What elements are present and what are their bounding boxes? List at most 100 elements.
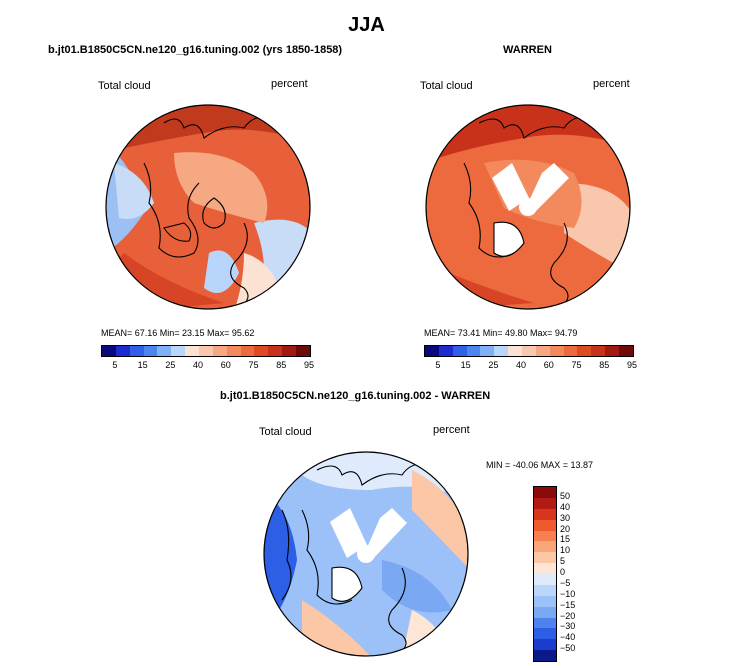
panel2-stats: MEAN= 73.41 Min= 49.80 Max= 94.79 [424,328,578,338]
colorbar-tick-label: 15 [460,360,471,370]
colorbar-swatch [577,346,592,356]
missing-data [366,508,407,560]
colorbar-swatch [534,574,556,585]
colorbar-tick-label: 5 [435,360,441,370]
colorbar-tick-label: −30 [560,621,576,632]
colorbar-swatch [549,346,564,356]
colorbar-tick-label: 30 [560,512,571,523]
colorbar-swatch [466,346,481,356]
map-field [302,600,372,656]
colorbar-tick-label: 10 [560,545,571,556]
colorbar-swatch [619,346,633,356]
colorbar-swatch [452,346,467,356]
map-boundary [425,104,631,310]
coastline [301,509,353,605]
colorbar-swatch [268,346,283,356]
colorbar-swatch [535,346,550,356]
colorbar-tick-label: −40 [560,632,576,643]
colorbar-tick-label: 5 [560,556,566,567]
colorbar-swatch [425,346,439,356]
panel2-title: WARREN [503,44,552,56]
coastline [388,567,407,656]
panel1-units-label: percent [271,78,308,90]
panel1-colorbar [101,345,311,357]
colorbar-swatch [534,497,556,509]
colorbar-tick-label: 0 [560,567,566,577]
coastline [143,162,200,258]
colorbar-swatch [254,346,269,356]
colorbar-swatch [115,346,130,356]
coastline [478,116,595,139]
coastline [163,222,192,242]
colorbar-tick-label: 95 [626,360,638,370]
colorbar-swatch [296,346,310,356]
colorbar-tick-label: 40 [516,360,527,370]
panel3-polar-map [263,451,469,657]
coastline [230,222,249,309]
coastline [163,116,275,139]
panel2-colorbar [424,345,634,357]
panel2-variable-label: Total cloud [420,80,473,92]
map-field [174,152,268,223]
colorbar-swatch [534,541,556,553]
colorbar-tick-label: 60 [543,360,554,370]
colorbar-tick-label: 15 [560,534,571,545]
panel3-colorbar [533,486,557,662]
colorbar-tick-label: 75 [248,360,259,370]
page-title: JJA [348,14,385,36]
coastline [316,463,433,486]
coastline [281,509,292,601]
colorbar-swatch [282,346,297,356]
colorbar-tick-label: 40 [560,501,571,512]
panel1-title: b.jt01.B1850C5CN.ne120_g16.tuning.002 (y… [48,44,343,56]
colorbar-tick-label: 50 [560,490,571,501]
colorbar-swatch [534,617,556,629]
colorbar-tick-label: −15 [560,599,576,610]
colorbar-swatch [185,346,200,356]
colorbar-swatch [534,519,556,531]
missing-data [494,222,524,257]
colorbar-swatch [534,584,556,596]
colorbar-tick-label: 15 [137,360,148,370]
map-boundary [105,104,311,310]
colorbar-swatch [534,530,556,542]
colorbar-swatch [480,346,495,356]
colorbar-swatch [508,346,523,356]
colorbar-tick-label: −5 [560,577,571,588]
map-field [204,250,239,293]
coastline [331,566,363,602]
colorbar-swatch [212,346,227,356]
colorbar-swatch [534,650,556,661]
colorbar-tick-label: −10 [560,588,576,599]
colorbar-tick-label: −20 [560,610,576,621]
colorbar-swatch [534,487,556,498]
colorbar-swatch [534,595,556,607]
colorbar-swatch [438,346,453,356]
missing-data [332,567,362,602]
missing-data [357,545,375,563]
colorbar-tick-label: 60 [220,360,231,370]
colorbar-tick-label: 25 [488,360,499,370]
colorbar-tick-label: 85 [599,360,610,370]
map-field [114,163,154,219]
colorbar-swatch [494,346,509,356]
colorbar-swatch [534,606,556,618]
panel3-title: b.jt01.B1850C5CN.ne120_g16.tuning.002 - … [220,390,491,402]
panel2-polar-map [425,104,631,310]
colorbar-swatch [143,346,158,356]
colorbar-swatch [102,346,116,356]
colorbar-swatch [534,628,556,640]
colorbar-swatch [534,552,556,564]
colorbar-tick-label: 20 [560,523,571,534]
missing-data [492,163,529,211]
panel1-stats: MEAN= 67.16 Min= 23.15 Max= 95.62 [101,328,255,338]
panel3-units-label: percent [433,424,470,436]
colorbar-swatch [591,346,606,356]
missing-data [528,163,569,213]
colorbar-swatch [534,639,556,651]
colorbar-tick-label: 5 [112,360,118,370]
colorbar-swatch [226,346,241,356]
colorbar-tick-label: 75 [571,360,582,370]
panel1-variable-label: Total cloud [98,80,151,92]
panel2-units-label: percent [593,78,630,90]
